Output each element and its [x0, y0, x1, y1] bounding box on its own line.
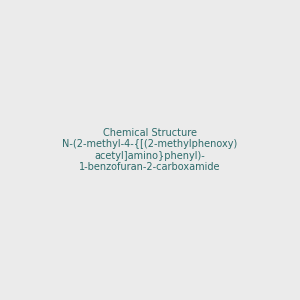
Text: Chemical Structure
N-(2-methyl-4-{[(2-methylphenoxy)
acetyl]amino}phenyl)-
1-ben: Chemical Structure N-(2-methyl-4-{[(2-me…	[62, 128, 238, 172]
